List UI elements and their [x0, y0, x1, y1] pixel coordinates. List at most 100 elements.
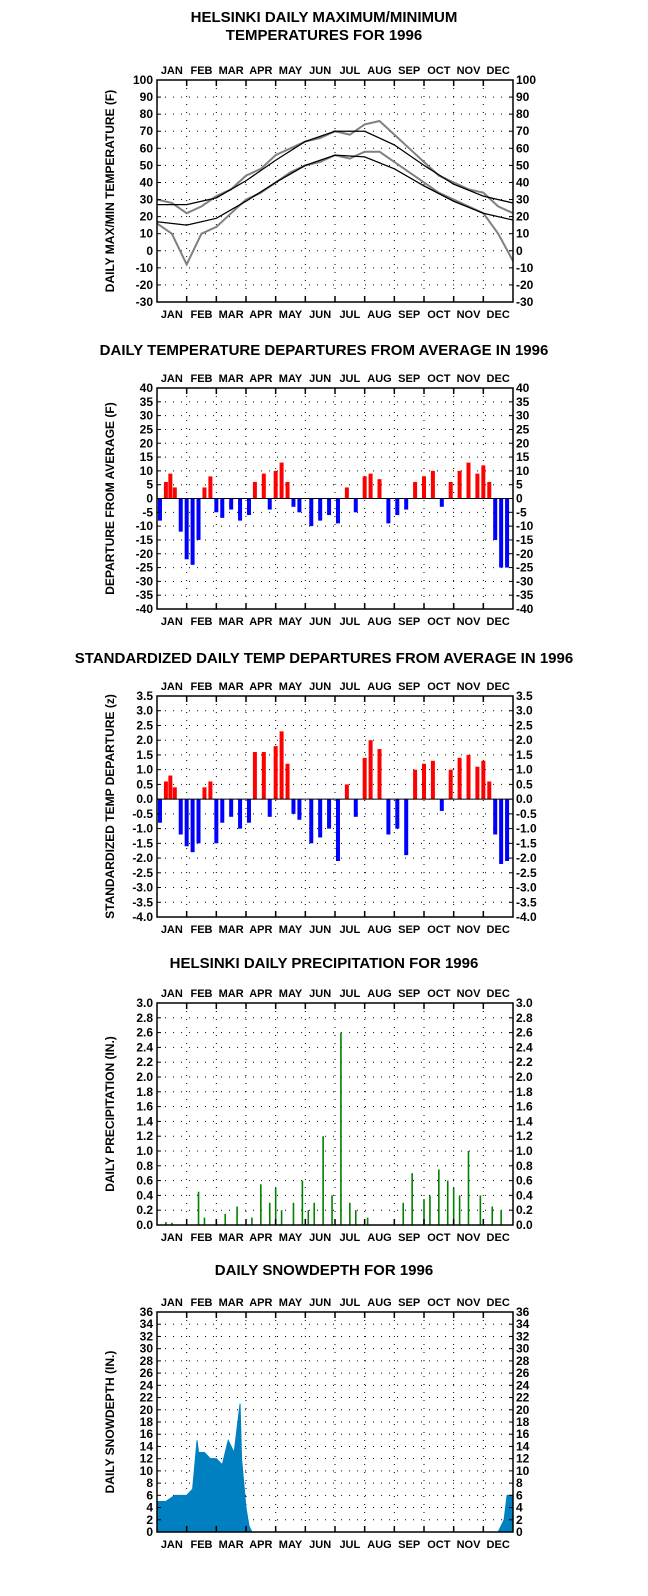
series-line-normal-min [156, 154, 514, 226]
bar [368, 740, 373, 800]
bar [172, 787, 177, 800]
y-tick-label-left: 10 [140, 1464, 154, 1478]
bar [313, 1202, 316, 1225]
y-tick-label-left: -20 [136, 547, 154, 561]
month-label-top: JUN [309, 988, 331, 1000]
month-label-bottom: SEP [398, 924, 420, 936]
bar [448, 481, 453, 499]
month-label-bottom: MAY [279, 616, 303, 628]
y-tick-label-left: 4 [146, 1501, 153, 1515]
bar [344, 784, 349, 800]
bar [196, 799, 201, 844]
month-label-top: JUL [339, 373, 360, 385]
y-tick-label-right: 30 [516, 409, 530, 423]
bar [268, 1202, 271, 1225]
y-tick-label-right: 32 [516, 1329, 530, 1343]
month-label-top: MAY [279, 373, 303, 385]
month-label-top: MAR [219, 1297, 244, 1309]
y-tick-label-left: 2.6 [136, 1026, 153, 1040]
month-label-top: AUG [367, 681, 391, 693]
y-tick-label-right: 3.0 [516, 996, 533, 1010]
month-label-top: OCT [427, 65, 451, 77]
month-label-bottom: NOV [457, 1539, 482, 1551]
bar [214, 799, 219, 844]
bar [487, 481, 492, 499]
y-tick-label-right: 0 [516, 244, 523, 258]
month-label-bottom: SEP [398, 309, 420, 321]
precipitation-chart-title: HELSINKI DAILY PRECIPITATION FOR 1996 [169, 955, 479, 972]
y-tick-label-right: 2.4 [516, 1040, 533, 1054]
y-tick-label-right: 34 [516, 1317, 530, 1331]
bar [196, 498, 201, 540]
bar [322, 1136, 324, 1225]
bar [493, 498, 498, 540]
bar [457, 757, 462, 800]
bar [285, 481, 290, 499]
y-tick-label-left: 3.0 [136, 704, 153, 718]
month-label-top: JUL [339, 65, 360, 77]
bar [327, 799, 332, 829]
y-tick-label-right: 6 [516, 1488, 523, 1502]
y-tick-label-left: 50 [140, 158, 154, 172]
month-label-top: JUN [309, 681, 331, 693]
bar [466, 754, 471, 800]
month-label-bottom: MAY [279, 1539, 303, 1551]
month-label-bottom: JAN [161, 924, 183, 936]
y-tick-label-left: -5 [142, 505, 153, 519]
month-label-bottom: JUL [339, 924, 360, 936]
bar [499, 498, 504, 568]
y-tick-label-left: 8 [146, 1476, 153, 1490]
bar [307, 1210, 310, 1225]
month-label-bottom: JUL [339, 1539, 360, 1551]
bar [220, 498, 225, 518]
y-tick-label-left: 30 [140, 409, 154, 423]
y-tick-label-right: -10 [516, 261, 534, 275]
bar [430, 760, 435, 800]
month-label-bottom: JUL [339, 1232, 360, 1244]
bar [184, 498, 189, 560]
month-label-top: JAN [161, 373, 183, 385]
bar [362, 476, 367, 499]
y-tick-label-left: 2.0 [136, 733, 153, 747]
y-tick-label-right: 0.0 [516, 1218, 533, 1232]
month-label-top: MAY [279, 988, 303, 1000]
bar [386, 498, 391, 524]
bar [458, 1195, 461, 1225]
month-label-bottom: FEB [191, 616, 213, 628]
y-tick-label-left: -1.0 [132, 822, 153, 836]
bar [457, 470, 462, 499]
bar [178, 498, 183, 532]
month-label-bottom: JAN [161, 309, 183, 321]
bar [366, 1217, 369, 1225]
month-label-bottom: JUN [309, 309, 331, 321]
bar [395, 799, 400, 829]
y-tick-label-left: -25 [136, 561, 154, 575]
bar [171, 1222, 173, 1225]
bar [279, 731, 284, 800]
bar [279, 462, 284, 499]
y-tick-label-left: -10 [136, 261, 154, 275]
month-label-top: OCT [427, 373, 451, 385]
month-label-bottom: JAN [161, 1232, 183, 1244]
plot-frame [156, 695, 514, 918]
bar [238, 799, 243, 829]
month-label-top: NOV [457, 373, 482, 385]
y-tick-label-left: 1.0 [136, 1144, 153, 1158]
month-label-top: NOV [457, 1297, 482, 1309]
y-tick-label-right: 28 [516, 1354, 530, 1368]
bar [285, 763, 290, 800]
month-label-bottom: MAY [279, 1232, 303, 1244]
y-tick-label-right: 24 [516, 1378, 530, 1392]
y-tick-label-left: 24 [140, 1378, 154, 1392]
bar [273, 746, 278, 800]
y-tick-label-right: 0 [516, 1525, 523, 1539]
y-tick-label-left: 60 [140, 141, 154, 155]
month-label-bottom: SEP [398, 616, 420, 628]
y-tick-label-right: 22 [516, 1391, 530, 1405]
month-label-top: SEP [398, 373, 420, 385]
month-label-top: APR [249, 681, 272, 693]
bar [190, 799, 195, 853]
month-label-bottom: DEC [487, 309, 510, 321]
bar [493, 799, 498, 835]
month-label-top: JAN [161, 1297, 183, 1309]
